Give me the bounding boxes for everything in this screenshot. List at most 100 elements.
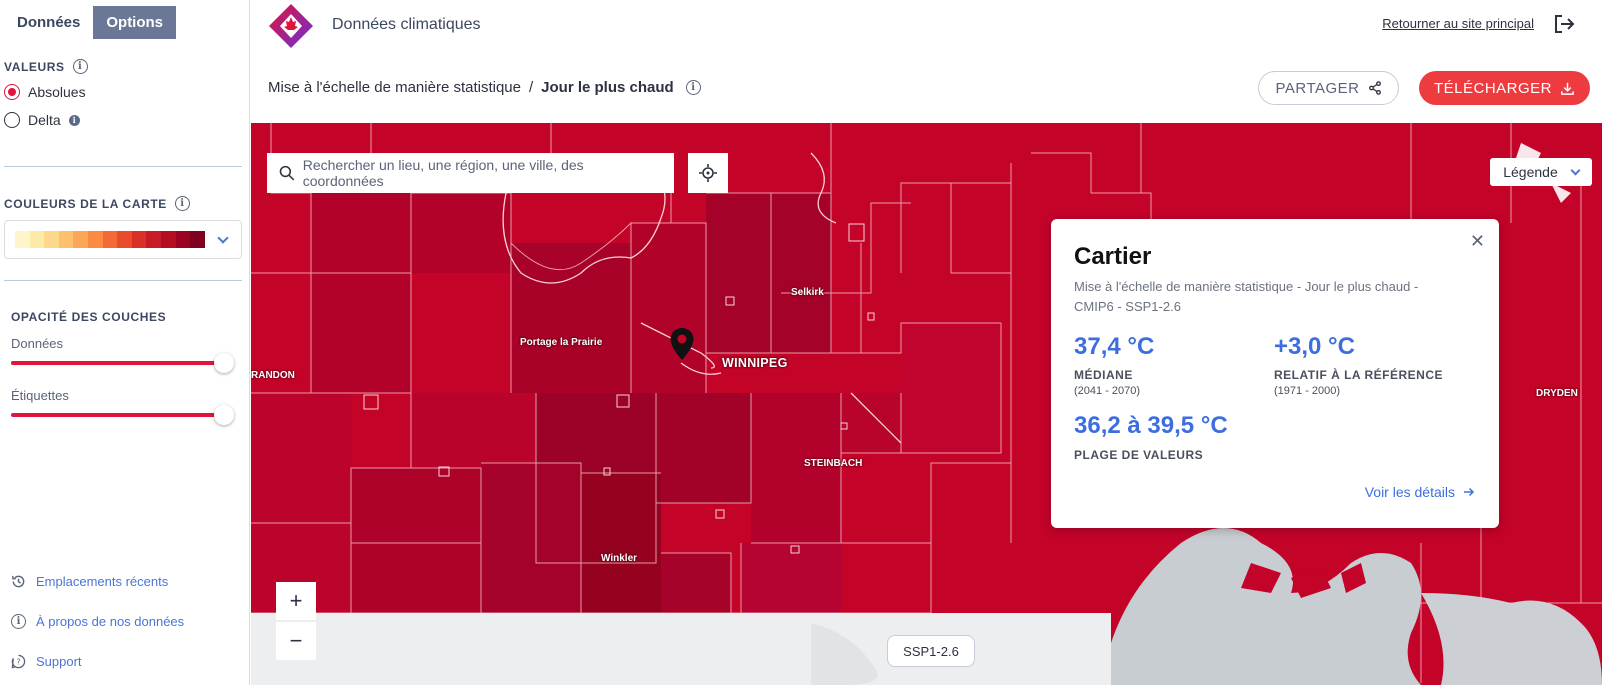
opacity-labels-slider[interactable] bbox=[11, 405, 234, 425]
support-link[interactable]: ? Support bbox=[11, 654, 82, 669]
color-ramp-swatch bbox=[146, 231, 162, 248]
breadcrumb-parent[interactable]: Mise à l'échelle de manière statistique bbox=[268, 79, 521, 96]
download-label: TÉLÉCHARGER bbox=[1433, 79, 1553, 97]
legend-label: Légende bbox=[1503, 164, 1558, 180]
color-ramp-swatch bbox=[73, 231, 89, 248]
radio-absolues-label: Absolues bbox=[28, 84, 86, 100]
median-period: (2041 - 2070) bbox=[1074, 385, 1141, 397]
svg-text:?: ? bbox=[17, 657, 21, 666]
color-ramp-swatch bbox=[29, 231, 45, 248]
color-ramp-swatch bbox=[88, 231, 103, 248]
zoom-in-button[interactable]: + bbox=[276, 582, 316, 620]
info-icon: i bbox=[11, 614, 26, 629]
map-colors-section-title: COULEURS DE LA CARTE i bbox=[4, 196, 190, 211]
chevron-down-icon bbox=[217, 231, 229, 244]
scenario-chip[interactable]: SSP1-2.6 bbox=[887, 635, 975, 667]
share-icon bbox=[1368, 81, 1381, 95]
radio-checked-icon[interactable] bbox=[4, 84, 20, 100]
place-label-winnipeg: WINNIPEG bbox=[722, 356, 788, 370]
color-ramp-swatch bbox=[117, 231, 132, 248]
place-label-selkirk: Selkirk bbox=[791, 287, 824, 298]
popup-title: Cartier bbox=[1074, 243, 1152, 270]
search-input[interactable]: Rechercher un lieu, une région, une vill… bbox=[302, 157, 584, 189]
slider-handle[interactable] bbox=[214, 405, 234, 425]
recent-locations-label[interactable]: Emplacements récents bbox=[36, 574, 169, 589]
breadcrumb-separator: / bbox=[529, 79, 534, 96]
color-ramp-swatch bbox=[15, 231, 30, 248]
slider-handle[interactable] bbox=[214, 353, 234, 373]
color-ramp-swatch bbox=[175, 231, 191, 248]
view-details-label[interactable]: Voir les détails bbox=[1364, 484, 1455, 500]
close-icon[interactable]: ✕ bbox=[1469, 231, 1485, 251]
radio-absolues[interactable]: Absolues bbox=[4, 84, 86, 100]
support-label[interactable]: Support bbox=[36, 654, 82, 669]
place-label-steinbach: STEINBACH bbox=[804, 458, 863, 469]
values-section-title: VALEURS i bbox=[4, 59, 88, 74]
zoom-out-button[interactable]: − bbox=[276, 622, 316, 660]
color-ramp-swatch bbox=[161, 231, 176, 248]
color-ramp-swatch bbox=[44, 231, 59, 248]
chevron-down-icon bbox=[1570, 165, 1581, 175]
median-value: 37,4 °C bbox=[1074, 333, 1155, 360]
download-button[interactable]: TÉLÉCHARGER bbox=[1419, 71, 1590, 105]
opacity-data-label: Données bbox=[11, 336, 64, 351]
opacity-data-slider[interactable] bbox=[11, 353, 234, 373]
about-data-link[interactable]: i À propos de nos données bbox=[11, 614, 184, 629]
app-title: Données climatiques bbox=[332, 16, 481, 33]
search-icon bbox=[279, 165, 295, 181]
color-ramp bbox=[15, 231, 205, 248]
delta-value: +3,0 °C bbox=[1274, 333, 1355, 360]
divider bbox=[4, 280, 242, 281]
info-icon[interactable]: i bbox=[68, 114, 80, 126]
place-label-brandon: RANDON bbox=[251, 370, 295, 381]
range-value: 36,2 à 39,5 °C bbox=[1074, 412, 1228, 439]
info-icon[interactable]: i bbox=[72, 59, 88, 74]
color-ramp-swatch bbox=[102, 231, 118, 248]
logo-icon[interactable] bbox=[267, 2, 315, 50]
place-label-portage: Portage la Prairie bbox=[520, 337, 603, 348]
sidebar-tabs: Données Options bbox=[4, 6, 177, 39]
breadcrumb: Mise à l'échelle de manière statistique … bbox=[268, 79, 701, 96]
location-pin-icon[interactable] bbox=[669, 327, 695, 361]
return-main-site-link[interactable]: Retourner au site principal bbox=[1382, 16, 1534, 31]
popup-subtitle: Mise à l'échelle de manière statistique … bbox=[1074, 279, 1419, 314]
recent-locations-link[interactable]: Emplacements récents bbox=[11, 574, 168, 589]
color-ramp-select[interactable] bbox=[4, 220, 242, 259]
tab-donnees[interactable]: Données bbox=[17, 14, 81, 31]
info-icon[interactable]: i bbox=[685, 80, 701, 95]
arrow-right-icon bbox=[1464, 487, 1475, 497]
sidebar: Données Options VALEURS i Absolues Delta… bbox=[0, 0, 250, 685]
values-title: VALEURS bbox=[4, 59, 65, 74]
delta-period: (1971 - 2000) bbox=[1274, 385, 1341, 397]
place-label-dryden: DRYDEN bbox=[1536, 388, 1578, 399]
locate-button[interactable] bbox=[688, 153, 728, 193]
breadcrumb-current: Jour le plus chaud bbox=[541, 79, 674, 96]
about-data-label[interactable]: À propos de nos données bbox=[36, 614, 185, 629]
tab-options[interactable]: Options bbox=[93, 6, 177, 39]
radio-delta[interactable]: Delta i bbox=[4, 112, 80, 128]
legend-button[interactable]: Légende bbox=[1490, 158, 1592, 186]
info-icon[interactable]: i bbox=[174, 196, 190, 211]
download-icon bbox=[1561, 82, 1574, 95]
share-label: PARTAGER bbox=[1275, 79, 1360, 97]
location-popup: ✕ Cartier Mise à l'échelle de manière st… bbox=[1051, 219, 1499, 528]
delta-label: RELATIF À LA RÉFÉRENCE bbox=[1274, 368, 1443, 382]
opacity-section-title: OPACITÉ DES COUCHES bbox=[11, 310, 167, 324]
place-label-winkler: Winkler bbox=[601, 553, 638, 564]
radio-unchecked-icon[interactable] bbox=[4, 112, 20, 128]
header: Données climatiques Retourner au site pr… bbox=[251, 0, 1602, 123]
divider bbox=[4, 166, 242, 167]
range-label: PLAGE DE VALEURS bbox=[1074, 448, 1204, 462]
logout-icon[interactable] bbox=[1552, 12, 1576, 36]
color-ramp-swatch bbox=[58, 231, 74, 248]
opacity-labels-label: Étiquettes bbox=[11, 388, 69, 403]
search-box[interactable]: Rechercher un lieu, une région, une vill… bbox=[267, 153, 674, 193]
color-ramp-swatch bbox=[131, 231, 147, 248]
share-button[interactable]: PARTAGER bbox=[1258, 71, 1399, 105]
history-icon bbox=[12, 575, 25, 588]
view-details-link[interactable]: Voir les détails bbox=[1365, 484, 1475, 500]
crosshair-icon bbox=[699, 164, 717, 182]
map-colors-title: COULEURS DE LA CARTE bbox=[4, 196, 167, 211]
help-icon: ? bbox=[11, 654, 26, 669]
median-label: MÉDIANE bbox=[1074, 368, 1133, 382]
